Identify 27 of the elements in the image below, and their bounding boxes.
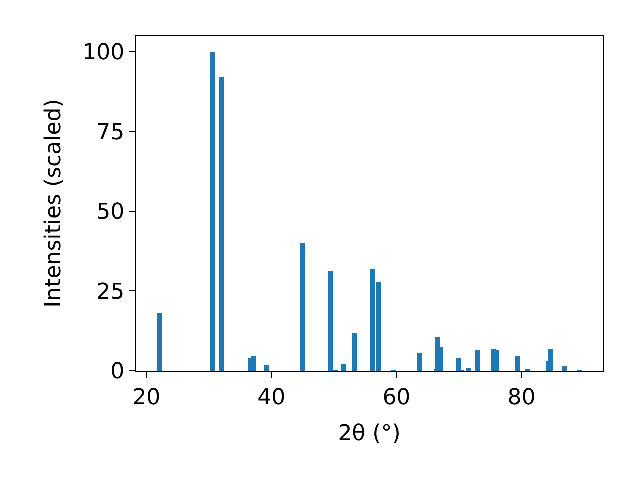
x-tick-label: 80 — [508, 385, 536, 410]
bar — [466, 368, 471, 371]
bar — [219, 77, 224, 371]
bar — [494, 350, 499, 371]
y-tick-label: 0 — [110, 360, 125, 385]
bar — [264, 365, 269, 371]
bar — [475, 350, 480, 371]
x-tick-label: 20 — [132, 385, 161, 410]
bar — [548, 349, 553, 371]
bar — [562, 366, 567, 371]
bar — [352, 333, 357, 371]
y-tick-label: 50 — [96, 200, 125, 226]
bar — [515, 356, 520, 371]
y-tick-label: 25 — [96, 280, 125, 305]
bar — [210, 52, 215, 371]
y-tick-label: 100 — [82, 40, 125, 66]
x-axis-title: 2θ (°) — [338, 421, 401, 446]
bar — [417, 353, 422, 371]
bar — [251, 356, 256, 371]
bar — [300, 243, 305, 371]
y-axis-title: Intensities (scaled) — [41, 99, 66, 308]
bar — [341, 364, 346, 371]
y-tick-label: 75 — [96, 120, 125, 146]
bar — [157, 313, 162, 371]
x-tick-label: 40 — [258, 385, 286, 410]
bar — [456, 358, 461, 371]
x-tick-label: 60 — [382, 385, 411, 410]
